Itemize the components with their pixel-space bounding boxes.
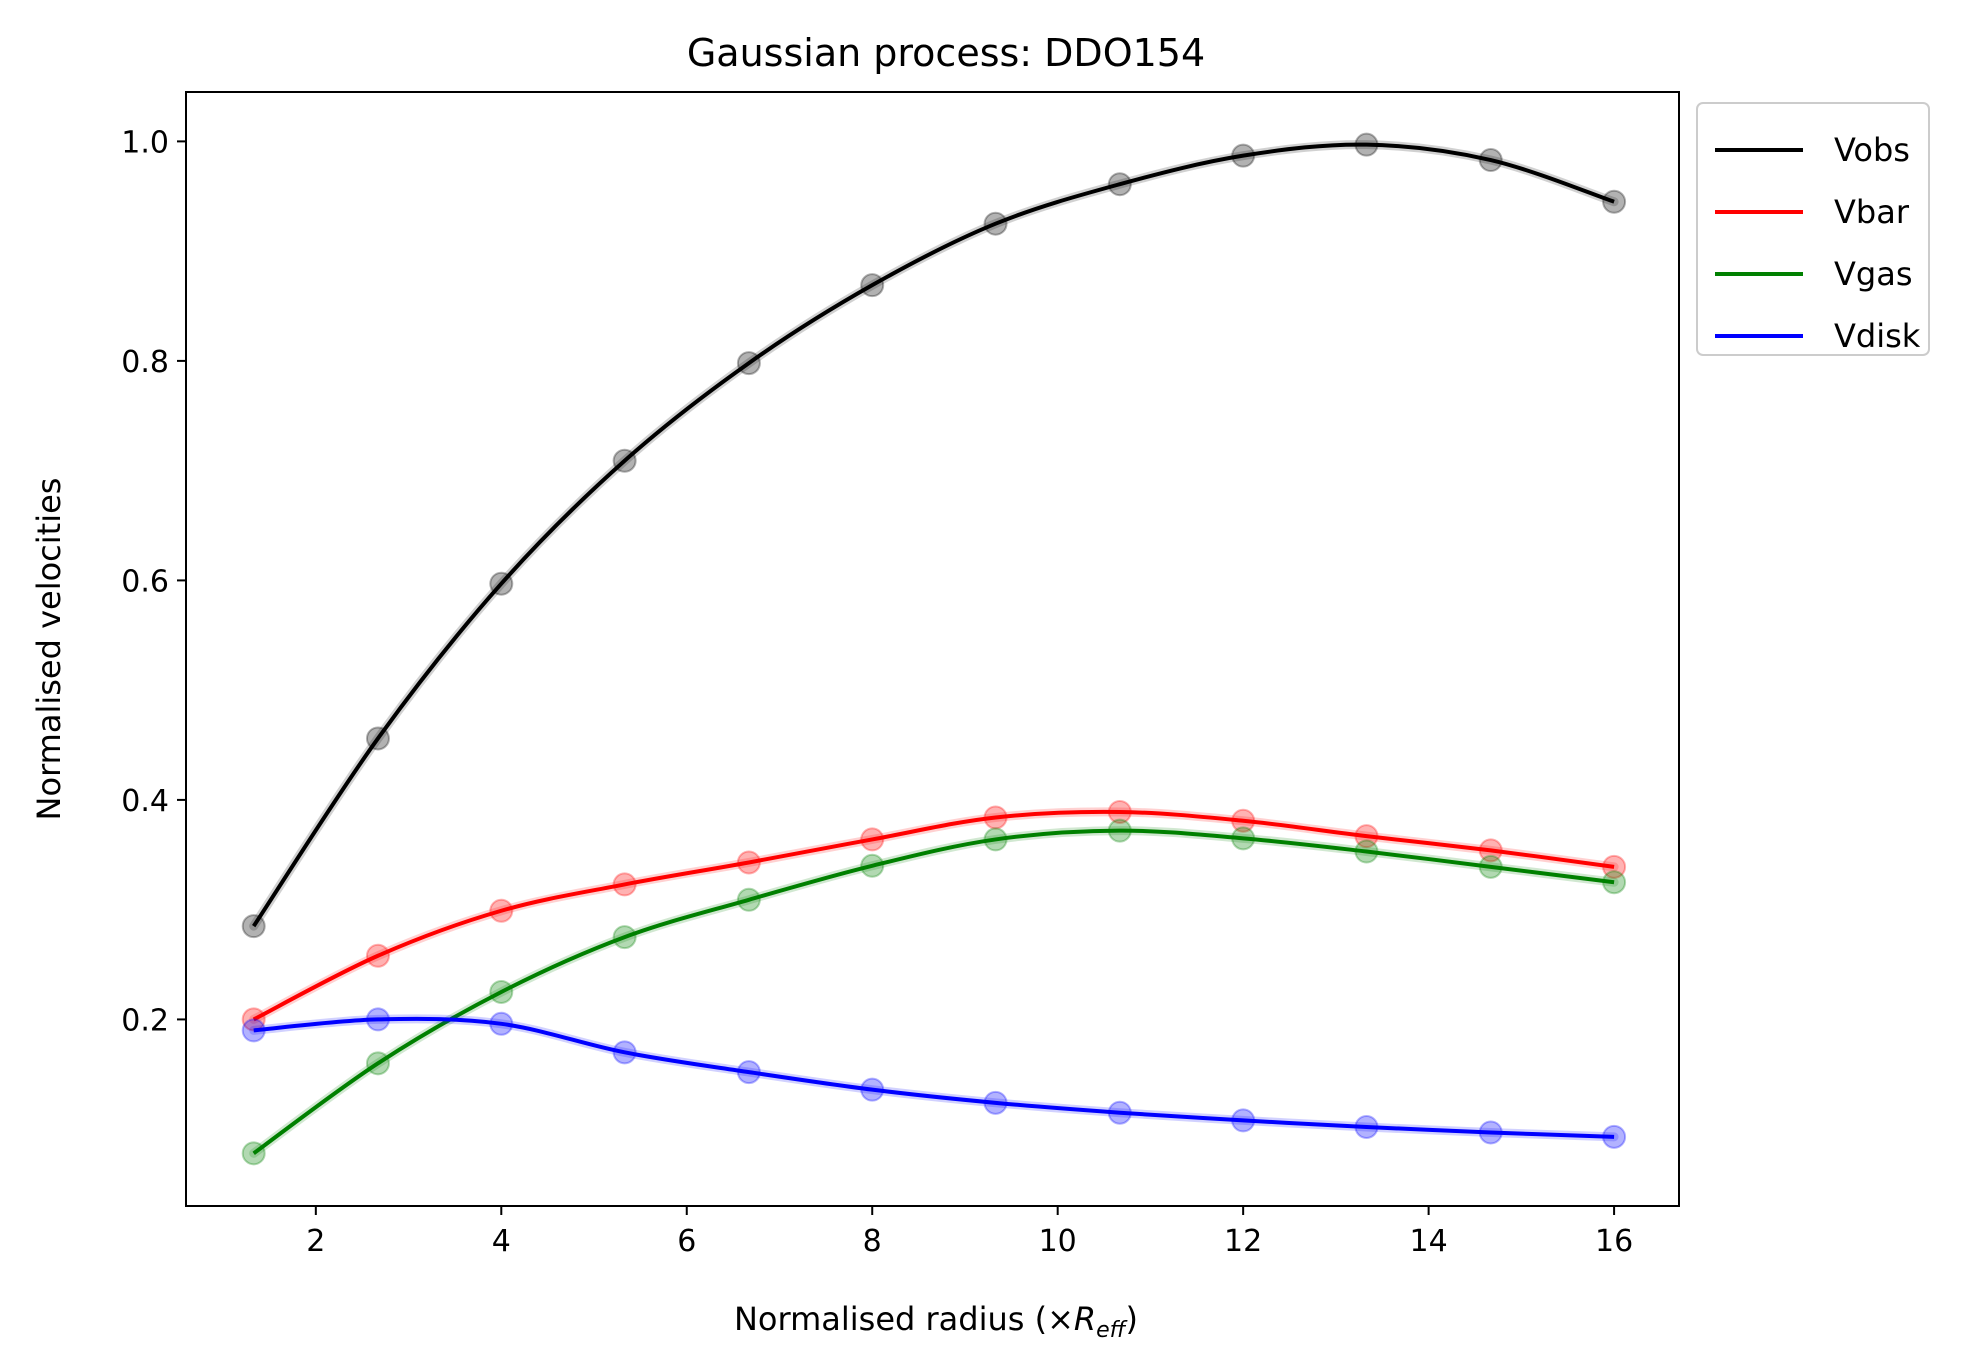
plot-frame (185, 91, 1680, 1207)
y-tick-label: 0.2 (121, 1003, 169, 1038)
series-vdisk-line (253, 1016, 1615, 1139)
x-axis-label: Normalised radius (×Reff) (734, 1300, 1138, 1343)
y-axis-label: Normalised velocities (30, 478, 68, 821)
series-vbar-line (252, 809, 1615, 1022)
x-axis-ticks: 2 4 6 8 10 12 14 16 (306, 1206, 1633, 1259)
x-tick-label: 8 (863, 1224, 882, 1259)
x-axis-label-close: ) (1126, 1300, 1138, 1338)
x-axis-label-subscript: eff (1096, 1318, 1128, 1343)
x-tick-label: 14 (1410, 1224, 1448, 1259)
series-vbar (241, 799, 1627, 1032)
legend-item-vobs: Vobs (1715, 131, 1910, 169)
legend-label-vobs: Vobs (1834, 131, 1910, 169)
plot-marks (241, 132, 1627, 1166)
legend-box (1696, 102, 1930, 356)
series-vgas-line (252, 828, 1615, 1155)
series-vobs (241, 132, 1627, 939)
series-vdisk (241, 1007, 1627, 1149)
x-tick-label: 4 (492, 1224, 511, 1259)
x-axis-label-main: Normalised radius (× (734, 1300, 1074, 1338)
legend-label-vbar: Vbar (1834, 193, 1910, 231)
legend-item-vbar: Vbar (1715, 193, 1910, 231)
series-vobs-band (249, 140, 1619, 931)
series-vgas (241, 818, 1627, 1166)
x-tick-label: 12 (1224, 1224, 1262, 1259)
chart-title: Gaussian process: DDO154 (687, 31, 1205, 75)
x-tick-label: 16 (1595, 1224, 1633, 1259)
x-tick-label: 10 (1039, 1224, 1077, 1259)
x-axis-label-symbol: R (1074, 1300, 1096, 1338)
series-vdisk-band (249, 1014, 1619, 1142)
series-vobs-line (252, 142, 1615, 928)
x-tick-label: 2 (306, 1224, 325, 1259)
y-axis-ticks: 0.2 0.4 0.6 0.8 1.0 (121, 125, 186, 1038)
legend-label-vdisk: Vdisk (1834, 317, 1921, 355)
x-tick-label: 6 (677, 1224, 696, 1259)
legend-item-vdisk: Vdisk (1715, 317, 1921, 355)
y-tick-label: 0.8 (121, 345, 169, 380)
y-tick-label: 0.6 (121, 564, 169, 599)
y-tick-label: 0.4 (121, 784, 169, 819)
legend-item-vgas: Vgas (1715, 255, 1912, 293)
legend: Vobs Vbar Vgas Vdisk (1696, 102, 1930, 356)
legend-label-vgas: Vgas (1834, 255, 1912, 293)
y-tick-label: 1.0 (121, 125, 169, 160)
series-vgas-band (249, 826, 1619, 1158)
